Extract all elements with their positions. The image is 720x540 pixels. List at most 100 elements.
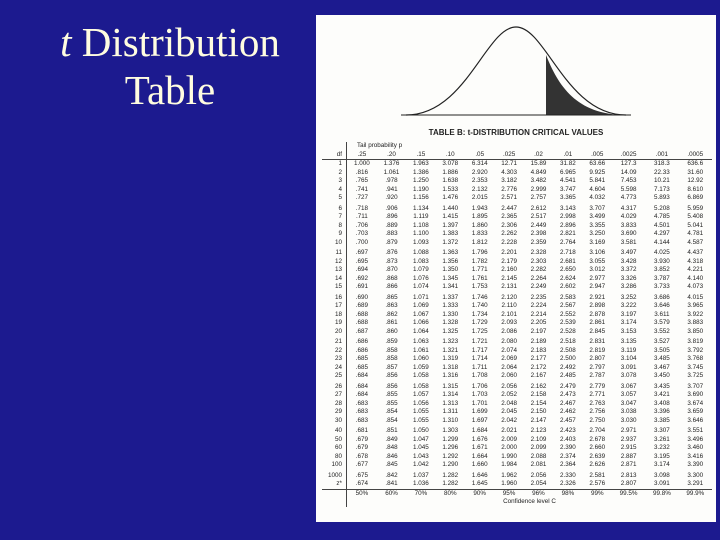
value-cell: 2.123 <box>530 427 547 434</box>
value-cell: .851 <box>385 427 398 434</box>
value-cell: 2.896 <box>559 221 576 229</box>
value-cell: 1.714 <box>471 355 488 362</box>
value-cell: .941 <box>385 185 398 193</box>
value-cell: 2.131 <box>501 283 517 290</box>
value-cell: .816 <box>355 168 369 176</box>
data-row: 21 .686 .859 1.063 1.323 1.721 2.080 2.189 2.518… <box>322 336 712 347</box>
confidence-cell: 70% <box>406 488 436 498</box>
value-cell: 1.064 <box>413 327 429 335</box>
value-cell: 2.576 <box>589 480 606 487</box>
slide-title: t Distribution Table <box>30 18 310 114</box>
data-row: 11 .697 .876 1.088 1.363 1.796 2.201 2.328 2.718… <box>322 247 712 258</box>
value-cell: 3.768 <box>687 355 704 362</box>
confidence-cell: 99.9% <box>678 488 712 498</box>
value-cell: 3.222 <box>620 302 637 309</box>
value-cell: 2.571 <box>501 194 517 201</box>
value-cell: 1.045 <box>413 444 429 451</box>
df-cell: 20 <box>322 327 347 336</box>
value-cell: 2.624 <box>559 274 576 282</box>
tail-area <box>546 55 626 115</box>
value-cell: 2.048 <box>501 399 517 407</box>
value-cell: 3.416 <box>687 452 704 460</box>
value-cell: 2.249 <box>530 283 547 290</box>
value-cell: 2.678 <box>589 435 606 443</box>
data-row: 4 .741 .941 1.190 1.533 2.132 2.776 2.999 3.747 4… <box>322 185 712 194</box>
value-cell: 3.261 <box>654 435 670 443</box>
confidence-cell: 50% <box>346 488 377 498</box>
value-cell: 2.189 <box>530 338 547 345</box>
header-cell: .025 <box>494 150 524 160</box>
data-row: 23 .685 .858 1.060 1.319 1.714 2.069 2.177 2.500… <box>322 355 712 364</box>
value-cell: 1.071 <box>413 293 429 301</box>
value-cell: 6.965 <box>559 168 576 176</box>
data-row: 17 .689 .863 1.069 1.333 1.740 2.110 2.224 2.567… <box>322 302 712 311</box>
value-cell: 2.403 <box>559 435 576 443</box>
value-cell: 1.061 <box>383 168 400 176</box>
value-cell: 1.734 <box>471 310 488 318</box>
value-cell: .687 <box>355 327 369 335</box>
value-cell: .688 <box>355 310 369 318</box>
value-cell: .862 <box>385 310 398 318</box>
value-cell: 3.355 <box>589 221 606 229</box>
tail-label: Tail probability p <box>357 142 403 149</box>
value-cell: 1.761 <box>471 274 488 282</box>
value-cell: 1.684 <box>471 427 488 434</box>
value-cell: 1.314 <box>442 391 459 398</box>
value-cell: 5.841 <box>589 177 606 184</box>
value-cell: 3.300 <box>687 471 704 479</box>
value-cell: 5.408 <box>687 213 704 220</box>
confidence-row: 50% 60% 70% 80% 90% 95% 96% 98% 99% 99.5% 99.8% 99.… <box>322 488 712 498</box>
value-cell: 2.552 <box>559 310 576 318</box>
value-cell: 1.676 <box>471 435 488 443</box>
header-cell: .0025 <box>611 150 646 160</box>
header-row: df .25.20.15.10.05.025.02.01.005.0025.001… <box>322 150 712 160</box>
value-cell: 1.984 <box>501 461 517 468</box>
value-cell: 1.057 <box>413 391 429 398</box>
value-cell: .689 <box>355 302 369 309</box>
table-caption: TABLE B: t-DISTRIBUTION CRITICAL VALUES <box>428 128 604 137</box>
data-row: 24 .685 .857 1.059 1.318 1.711 2.064 2.172 2.492… <box>322 363 712 372</box>
value-cell: 3.725 <box>687 372 704 379</box>
value-cell: 1.119 <box>413 213 429 220</box>
data-row: 2 .816 1.061 1.386 1.886 2.920 4.303 4.849 6.965… <box>322 168 712 177</box>
value-cell: 2.937 <box>620 435 637 443</box>
value-cell: 2.147 <box>530 416 547 424</box>
value-cell: 1.313 <box>442 399 459 407</box>
value-cell: 3.307 <box>654 427 670 434</box>
confidence-cell: 95% <box>494 488 524 498</box>
value-cell: 1.697 <box>471 416 488 424</box>
data-row: 28 .683 .855 1.056 1.313 1.701 2.048 2.154 2.467… <box>322 399 712 408</box>
value-cell: 1.069 <box>413 302 429 309</box>
value-cell: 4.501 <box>654 221 670 229</box>
confidence-cell: 80% <box>435 488 465 498</box>
value-cell: .920 <box>385 194 398 201</box>
value-cell: 2.787 <box>589 372 606 379</box>
value-cell: .679 <box>355 435 369 443</box>
value-cell: 31.60 <box>687 168 704 176</box>
data-row: 27 .684 .855 1.057 1.314 1.703 2.052 2.158 2.473… <box>322 391 712 400</box>
value-cell: 3.055 <box>589 257 606 265</box>
value-cell: 2.205 <box>530 319 547 326</box>
value-cell: 12.92 <box>687 177 704 184</box>
value-cell: 3.552 <box>654 327 670 335</box>
value-cell: 3.372 <box>620 266 637 273</box>
value-cell: 1.055 <box>413 416 429 424</box>
df-cell: 3 <box>322 177 347 186</box>
value-cell: 1.190 <box>413 185 429 193</box>
value-cell: 1.303 <box>442 427 459 434</box>
value-cell: 3.428 <box>620 257 637 265</box>
title-variable: t <box>60 19 72 65</box>
value-cell: 1.043 <box>413 452 429 460</box>
value-cell: 3.497 <box>620 249 637 256</box>
value-cell: 2.145 <box>501 274 517 282</box>
value-cell: 1.074 <box>413 283 429 290</box>
value-cell: .727 <box>355 194 369 201</box>
df-cell: 9 <box>322 230 347 239</box>
value-cell: 2.887 <box>620 452 637 460</box>
value-cell: .690 <box>355 293 369 301</box>
value-cell: 1.088 <box>413 249 429 256</box>
value-cell: 2.374 <box>559 452 576 460</box>
value-cell: 1.943 <box>471 204 488 212</box>
value-cell: 1.711 <box>472 363 488 371</box>
value-cell: 1.356 <box>442 257 459 265</box>
